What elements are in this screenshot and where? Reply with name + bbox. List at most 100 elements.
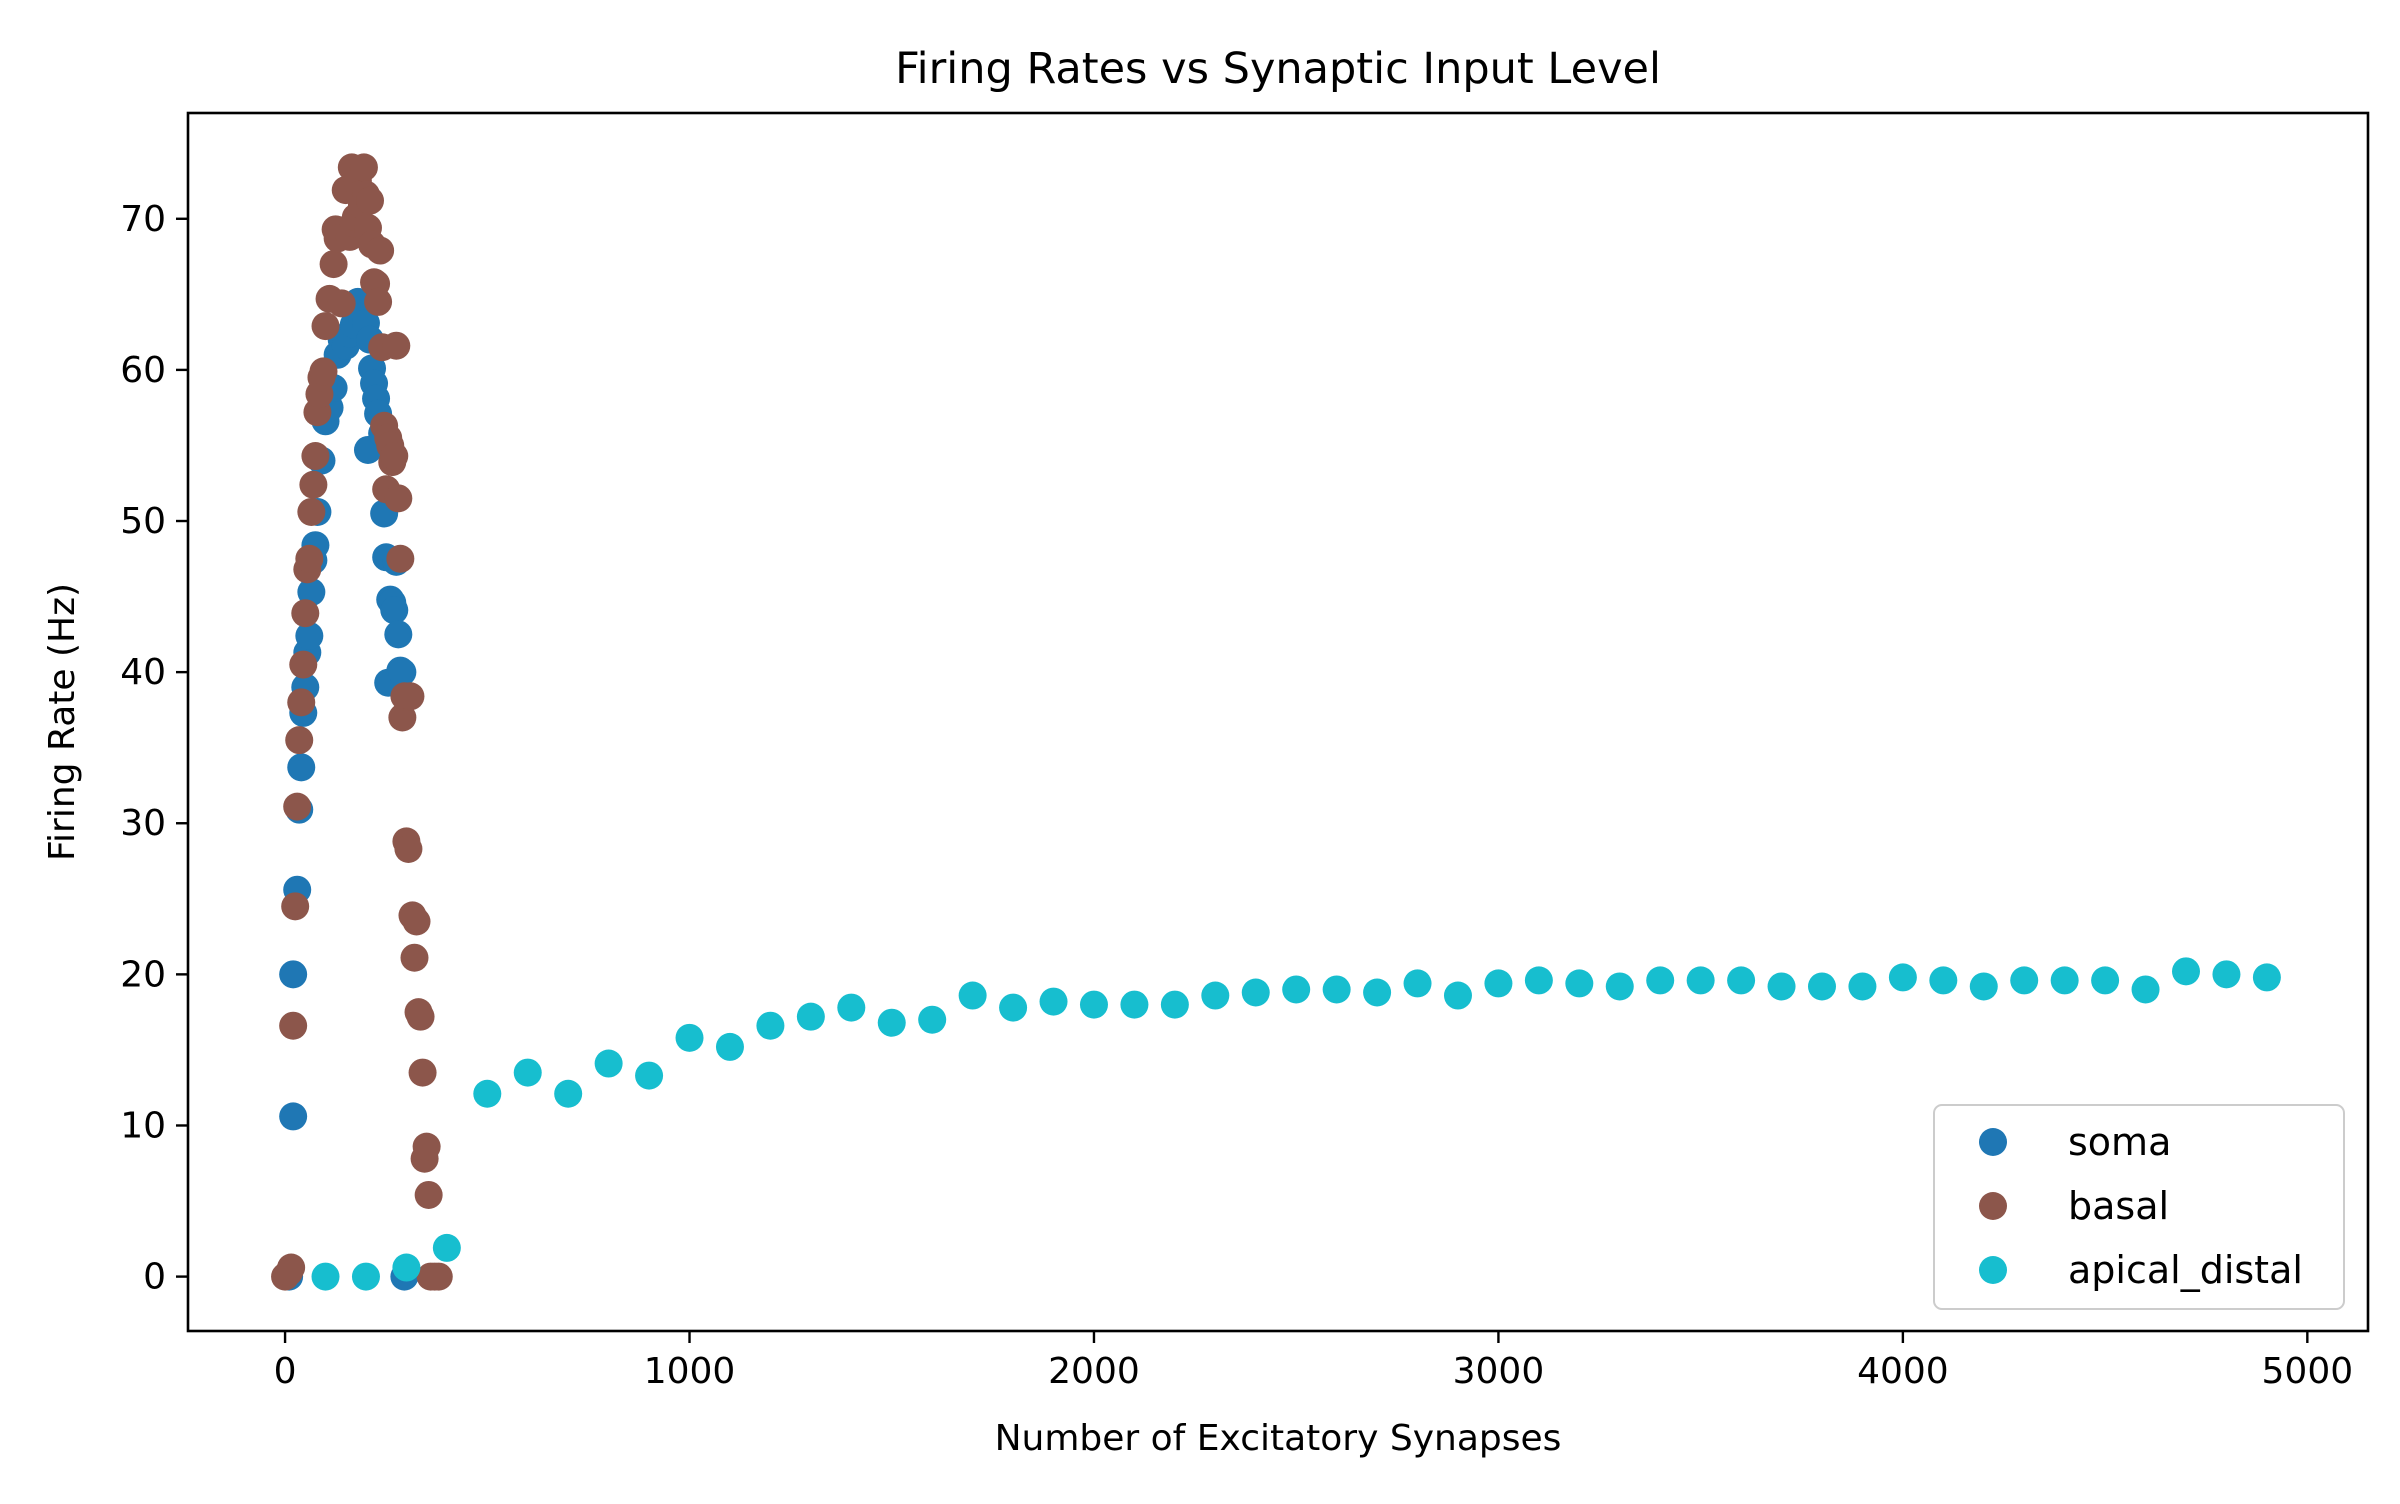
point-apical_distal bbox=[2252, 963, 2281, 992]
y-tick-label: 60 bbox=[120, 350, 166, 391]
plot-frame bbox=[186, 111, 2370, 1333]
point-apical_distal bbox=[1848, 972, 1877, 1001]
point-basal bbox=[309, 357, 338, 386]
point-apical_distal bbox=[1767, 972, 1796, 1001]
point-basal bbox=[356, 186, 385, 215]
point-apical_distal bbox=[311, 1262, 340, 1291]
point-apical_distal bbox=[1282, 975, 1311, 1004]
point-apical_distal bbox=[1565, 969, 1594, 998]
point-basal bbox=[380, 442, 409, 471]
legend: soma basal apical_distal bbox=[1933, 1104, 2345, 1310]
point-basal bbox=[295, 544, 324, 573]
legend-marker-apical_distal bbox=[1979, 1256, 2007, 1284]
point-apical_distal bbox=[635, 1061, 664, 1090]
point-soma bbox=[295, 621, 324, 650]
point-apical_distal bbox=[1241, 978, 1270, 1007]
legend-box bbox=[1933, 1104, 2345, 1310]
point-apical_distal bbox=[1120, 990, 1149, 1019]
point-basal bbox=[402, 907, 431, 936]
point-apical_distal bbox=[2212, 960, 2241, 989]
legend-label-apical_distal: apical_distal bbox=[2068, 1248, 2303, 1292]
x-axis-label: Number of Excitatory Synapses bbox=[995, 1418, 1562, 1459]
point-basal bbox=[396, 682, 425, 711]
point-soma bbox=[380, 596, 409, 625]
point-apical_distal bbox=[2091, 966, 2120, 995]
point-apical_distal bbox=[351, 1262, 380, 1291]
x-tick-label: 3000 bbox=[1453, 1351, 1545, 1392]
point-basal bbox=[277, 1253, 306, 1282]
point-basal bbox=[285, 726, 314, 755]
point-basal bbox=[364, 287, 393, 316]
point-basal bbox=[400, 943, 429, 972]
point-apical_distal bbox=[837, 993, 866, 1022]
point-basal bbox=[287, 688, 316, 717]
point-apical_distal bbox=[473, 1079, 502, 1108]
point-apical_distal bbox=[1403, 969, 1432, 998]
point-basal bbox=[301, 442, 330, 471]
point-apical_distal bbox=[392, 1253, 421, 1282]
point-basal bbox=[394, 834, 423, 863]
point-apical_distal bbox=[1929, 966, 1958, 995]
point-apical_distal bbox=[2050, 966, 2079, 995]
x-tick-label: 4000 bbox=[1857, 1351, 1949, 1392]
point-apical_distal bbox=[1039, 987, 1068, 1016]
point-basal bbox=[406, 1002, 435, 1031]
point-apical_distal bbox=[1201, 981, 1230, 1010]
y-tick-label: 0 bbox=[143, 1257, 166, 1298]
x-tick-label: 1000 bbox=[644, 1351, 736, 1392]
legend-marker-soma bbox=[1979, 1128, 2007, 1156]
point-basal bbox=[386, 544, 415, 573]
point-apical_distal bbox=[1363, 978, 1392, 1007]
y-tick-label: 20 bbox=[120, 954, 166, 995]
point-basal bbox=[384, 484, 413, 513]
y-tick-label: 10 bbox=[120, 1105, 166, 1146]
point-apical_distal bbox=[2010, 966, 2039, 995]
point-apical_distal bbox=[877, 1008, 906, 1037]
point-apical_distal bbox=[756, 1011, 785, 1040]
point-soma bbox=[384, 620, 413, 649]
point-basal bbox=[366, 236, 395, 265]
data-marks bbox=[271, 153, 2281, 1291]
chart-title: Firing Rates vs Synaptic Input Level bbox=[895, 44, 1661, 94]
point-basal bbox=[299, 470, 328, 499]
y-tick-label: 70 bbox=[120, 199, 166, 240]
point-apical_distal bbox=[554, 1079, 583, 1108]
point-basal bbox=[382, 331, 411, 360]
point-apical_distal bbox=[918, 1005, 947, 1034]
point-apical_distal bbox=[1969, 972, 1998, 1001]
point-apical_distal bbox=[675, 1023, 704, 1052]
legend-label-basal: basal bbox=[2068, 1184, 2169, 1228]
legend-marker-basal bbox=[1979, 1192, 2007, 1220]
point-apical_distal bbox=[432, 1233, 461, 1262]
point-apical_distal bbox=[715, 1032, 744, 1061]
legend-label-soma: soma bbox=[2068, 1120, 2171, 1164]
point-basal bbox=[281, 892, 310, 921]
point-basal bbox=[291, 599, 320, 628]
point-basal bbox=[414, 1180, 443, 1209]
point-basal bbox=[349, 153, 378, 182]
point-apical_distal bbox=[1079, 990, 1108, 1019]
point-basal bbox=[412, 1132, 441, 1161]
point-apical_distal bbox=[958, 981, 987, 1010]
point-apical_distal bbox=[1160, 990, 1189, 1019]
point-apical_distal bbox=[2171, 957, 2200, 986]
point-basal bbox=[289, 650, 318, 679]
point-apical_distal bbox=[1443, 981, 1472, 1010]
point-soma bbox=[287, 753, 316, 782]
point-apical_distal bbox=[1484, 969, 1513, 998]
point-apical_distal bbox=[594, 1049, 623, 1078]
point-basal bbox=[327, 289, 356, 318]
point-basal bbox=[279, 1011, 308, 1040]
point-apical_distal bbox=[1686, 966, 1715, 995]
point-apical_distal bbox=[1524, 966, 1553, 995]
x-tick-label: 5000 bbox=[2262, 1351, 2354, 1392]
x-tick-label: 0 bbox=[274, 1351, 297, 1392]
point-apical_distal bbox=[1727, 966, 1756, 995]
y-tick-label: 50 bbox=[120, 501, 166, 542]
point-basal bbox=[424, 1262, 453, 1291]
point-basal bbox=[319, 250, 348, 279]
y-tick-label: 30 bbox=[120, 803, 166, 844]
point-basal bbox=[283, 792, 312, 821]
